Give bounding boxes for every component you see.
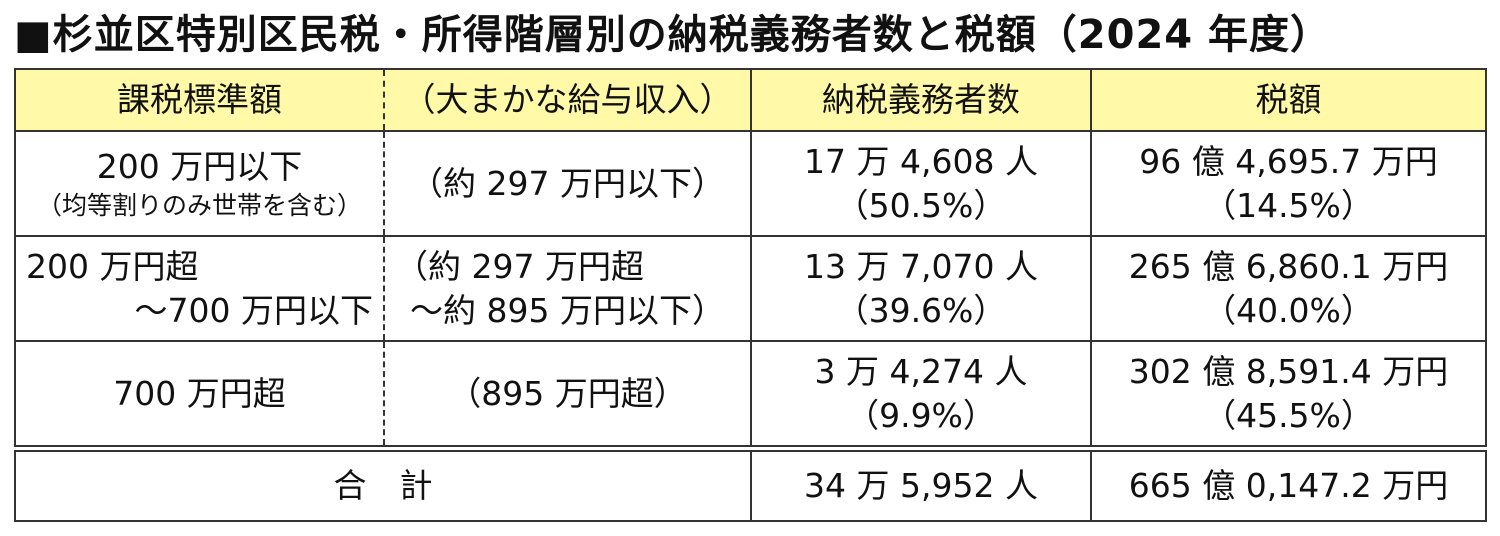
cell-line: 302 億 8,591.4 万円 xyxy=(1128,351,1449,391)
cell-line: （約 297 万円以下） xyxy=(410,163,725,203)
cell: （約 297 万円超 ～約 895 万円以下） xyxy=(383,235,752,342)
cell-line: 200 万円以下 xyxy=(96,146,303,186)
cell-line: 200 万円超 xyxy=(26,246,199,286)
cell: 3 万 4,274 人（9.9%） xyxy=(750,340,1092,452)
cell-line: ～約 895 万円以下） xyxy=(410,290,725,330)
cell-line: （50.5%） xyxy=(835,185,1007,225)
cell-line: （約 297 万円超 xyxy=(395,246,644,286)
total-label: 合 計 xyxy=(14,447,752,522)
cell: 13 万 7,070 人（39.6%） xyxy=(750,235,1092,342)
cell: （約 297 万円以下） xyxy=(383,130,752,237)
total-row: 合 計 34 万 5,952 人 665 億 0,147.2 万円 xyxy=(14,447,1487,522)
header-cell: 納税義務者数 xyxy=(750,68,1092,132)
data-row: 200 万円超 ～700 万円以下 （約 297 万円超 ～約 895 万円以下） 13… xyxy=(14,235,1487,342)
cell-line: 17 万 4,608 人 xyxy=(804,141,1038,181)
cell: 200 万円超 ～700 万円以下 xyxy=(14,235,385,342)
title: ■杉並区特別区民税・所得階層別の納税義務者数と税額（2024 年度） xyxy=(14,12,1332,58)
cell-line: 3 万 4,274 人 xyxy=(814,351,1028,391)
header-row: 課税標準額 （大まかな給与収入） 納税義務者数 税額 xyxy=(14,68,1487,132)
cell: 700 万円超 xyxy=(14,340,385,452)
cell-line: （均等割りのみ世帯を含む） xyxy=(36,190,362,220)
cell-line: （895 万円超） xyxy=(448,373,687,413)
cell: 265 億 6,860.1 万円 （40.0%） xyxy=(1090,235,1487,342)
data-row: 200 万円以下 （均等割りのみ世帯を含む） （約 297 万円以下） 17 万 4,… xyxy=(14,130,1487,237)
header-cell: 税額 xyxy=(1090,68,1487,132)
cell: 200 万円以下 （均等割りのみ世帯を含む） xyxy=(14,130,385,237)
cell: 302 億 8,591.4 万円 （45.5%） xyxy=(1090,340,1487,452)
header-cell: （大まかな給与収入） xyxy=(383,68,752,132)
cell-line: 96 億 4,695.7 万円 xyxy=(1139,141,1438,181)
cell-line: （9.9%） xyxy=(846,395,996,435)
total-taxpayers: 34 万 5,952 人 xyxy=(750,447,1092,522)
tax-table: 課税標準額 （大まかな給与収入） 納税義務者数 税額 200 万円以下 （均等割りのみ世帯… xyxy=(14,68,1487,522)
cell-line: 265 億 6,860.1 万円 xyxy=(1128,246,1449,286)
total-amount: 665 億 0,147.2 万円 xyxy=(1090,447,1487,522)
cell: 96 億 4,695.7 万円 （14.5%） xyxy=(1090,130,1487,237)
cell: （895 万円超） xyxy=(383,340,752,452)
cell-line: （14.5%） xyxy=(1203,185,1374,225)
header-cell: 課税標準額 xyxy=(14,68,385,132)
data-row: 700 万円超 （895 万円超） 3 万 4,274 人（9.9%） 302 億 8… xyxy=(14,340,1487,452)
table-body: 課税標準額 （大まかな給与収入） 納税義務者数 税額 200 万円以下 （均等割りのみ世帯… xyxy=(14,68,1487,522)
cell-line: （39.6%） xyxy=(835,290,1007,330)
cell-line: （45.5%） xyxy=(1203,395,1374,435)
cell-line: （40.0%） xyxy=(1203,290,1374,330)
cell: 17 万 4,608 人（50.5%） xyxy=(750,130,1092,237)
cell-line: ～700 万円以下 xyxy=(134,290,373,330)
cell-line: 13 万 7,070 人 xyxy=(804,246,1038,286)
cell-line: 700 万円超 xyxy=(113,373,286,413)
